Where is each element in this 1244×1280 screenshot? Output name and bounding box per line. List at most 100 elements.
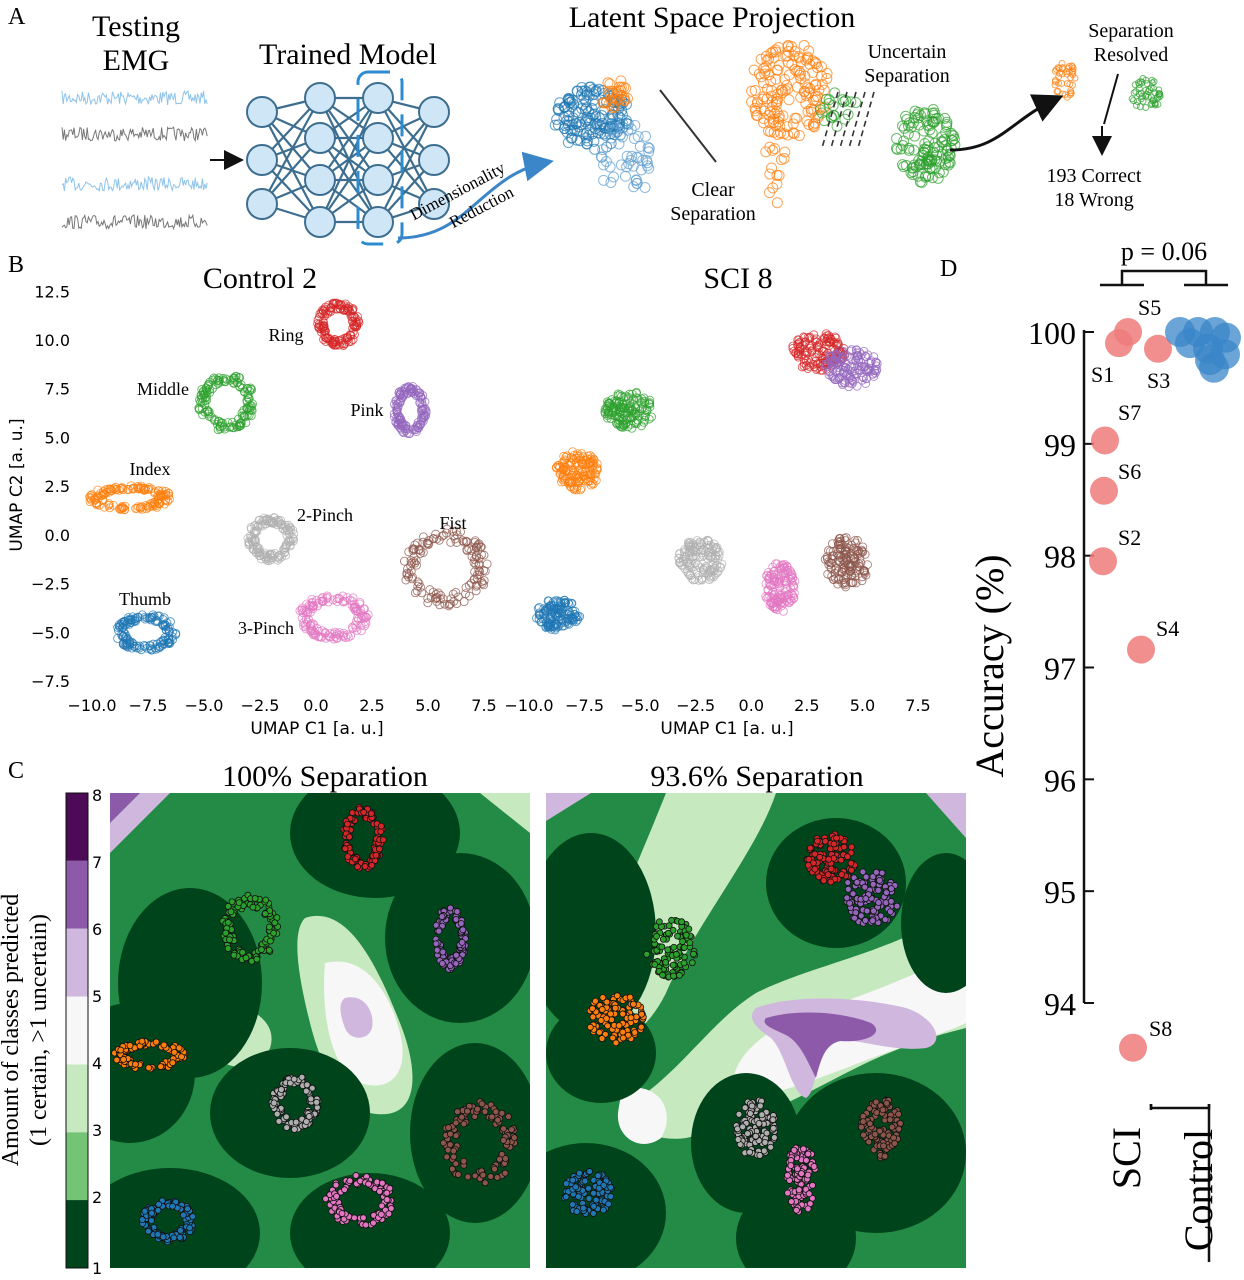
latent-point <box>625 154 637 166</box>
map-point <box>369 1219 377 1227</box>
cluster-point-fist <box>418 537 428 547</box>
cluster-point-ring <box>793 341 803 351</box>
network-edge <box>319 137 379 223</box>
cluster-point-fist <box>461 583 471 593</box>
cluster-point-pink <box>858 372 868 382</box>
cluster-point-middle <box>209 373 219 383</box>
latent-point <box>767 144 779 156</box>
cluster-point-fist <box>467 546 477 555</box>
latent-point <box>608 171 620 183</box>
cluster-point-thumb <box>557 606 567 616</box>
cluster-point-3-pinch <box>299 618 309 628</box>
latent-point <box>755 71 767 83</box>
map-point <box>674 932 681 940</box>
cluster-point-ring <box>794 335 804 345</box>
cluster-point-pink <box>847 345 857 354</box>
cluster-point-thumb <box>560 598 569 608</box>
map-point <box>895 1110 902 1118</box>
accuracy-point-sci <box>1127 635 1155 664</box>
latent-point <box>829 87 841 99</box>
map-point <box>373 1178 381 1186</box>
cluster-point-3-pinch <box>779 563 789 573</box>
map-point <box>159 1233 167 1241</box>
map-point <box>581 1177 589 1185</box>
cluster-point-middle <box>242 384 252 394</box>
latent-point <box>801 115 813 127</box>
map-point <box>224 902 232 910</box>
map-point <box>676 971 683 979</box>
cluster-point-ring <box>812 337 822 347</box>
map-point <box>445 1124 452 1132</box>
latent-point <box>793 50 805 62</box>
cluster-point-pink <box>828 371 838 380</box>
cluster-point-fist <box>857 576 867 586</box>
cluster-point-fist <box>428 534 438 543</box>
map-point <box>235 899 243 907</box>
map-point <box>141 1207 149 1215</box>
cluster-point-middle <box>627 389 637 399</box>
cluster-point-pink <box>871 361 881 371</box>
map-point <box>872 1098 880 1106</box>
cluster-point-fist <box>850 571 860 581</box>
cluster-point-index <box>591 469 601 479</box>
map-point <box>680 944 688 951</box>
map-point <box>303 1081 311 1089</box>
map-point <box>138 1216 146 1224</box>
map-point <box>148 1209 156 1217</box>
latent-point <box>1155 90 1163 98</box>
cluster-point-ring <box>814 343 824 353</box>
latent-point <box>613 93 625 105</box>
cluster-point-index <box>103 484 113 494</box>
cluster-point-3-pinch <box>771 595 781 605</box>
map-point <box>249 903 257 911</box>
cluster-point-3-pinch <box>297 603 307 613</box>
latent-point <box>845 96 857 108</box>
map-point <box>452 916 460 923</box>
map-point <box>351 855 359 863</box>
cluster-point-index <box>558 465 568 475</box>
panel-d-letter: D <box>940 256 957 282</box>
map-point <box>277 1086 285 1093</box>
colorbar-tick: 1 <box>92 1259 102 1278</box>
map-point <box>600 1181 608 1189</box>
map-point <box>376 1188 383 1195</box>
cluster-label-pink: Pink <box>350 400 383 420</box>
cluster-point-3-pinch <box>318 596 328 606</box>
cluster-point-fist <box>432 534 442 544</box>
map-point <box>144 1227 152 1235</box>
separation-resolved-label-1: Separation <box>1088 20 1174 42</box>
cluster-point-pink <box>857 375 867 385</box>
cluster-point-2-pinch <box>684 540 694 550</box>
cluster-point-thumb <box>160 620 170 630</box>
cluster-point-index <box>123 485 133 494</box>
map-point <box>744 1130 751 1137</box>
map-point <box>383 1189 391 1197</box>
cluster-point-index <box>588 461 598 470</box>
latent-point <box>771 197 783 209</box>
cluster-point-2-pinch <box>699 565 708 575</box>
map-point <box>627 1014 635 1022</box>
map-point <box>883 1099 891 1107</box>
map-point <box>758 1111 766 1119</box>
map-point <box>361 863 369 870</box>
map-point <box>804 1205 812 1213</box>
cluster-point-fist <box>839 578 849 588</box>
map-point <box>619 1010 627 1018</box>
cluster-point-middle <box>640 415 650 425</box>
map-point <box>756 1151 764 1159</box>
map-point <box>804 1171 812 1179</box>
colorbar-label-1: Amount of classes predicted <box>0 894 24 1167</box>
map-point <box>474 1105 481 1113</box>
cluster-point-2-pinch <box>694 575 704 585</box>
map-point <box>376 845 383 853</box>
map-point <box>760 1147 768 1155</box>
cluster-point-thumb <box>135 641 145 651</box>
cluster-point-pink <box>835 345 845 355</box>
clear-separation-label-2: Separation <box>670 203 756 225</box>
accuracy-point-sci <box>1105 329 1133 358</box>
map-point <box>155 1200 163 1208</box>
cluster-point-middle <box>245 386 255 396</box>
latent-point <box>613 85 625 97</box>
cluster-point-ring <box>825 336 835 346</box>
